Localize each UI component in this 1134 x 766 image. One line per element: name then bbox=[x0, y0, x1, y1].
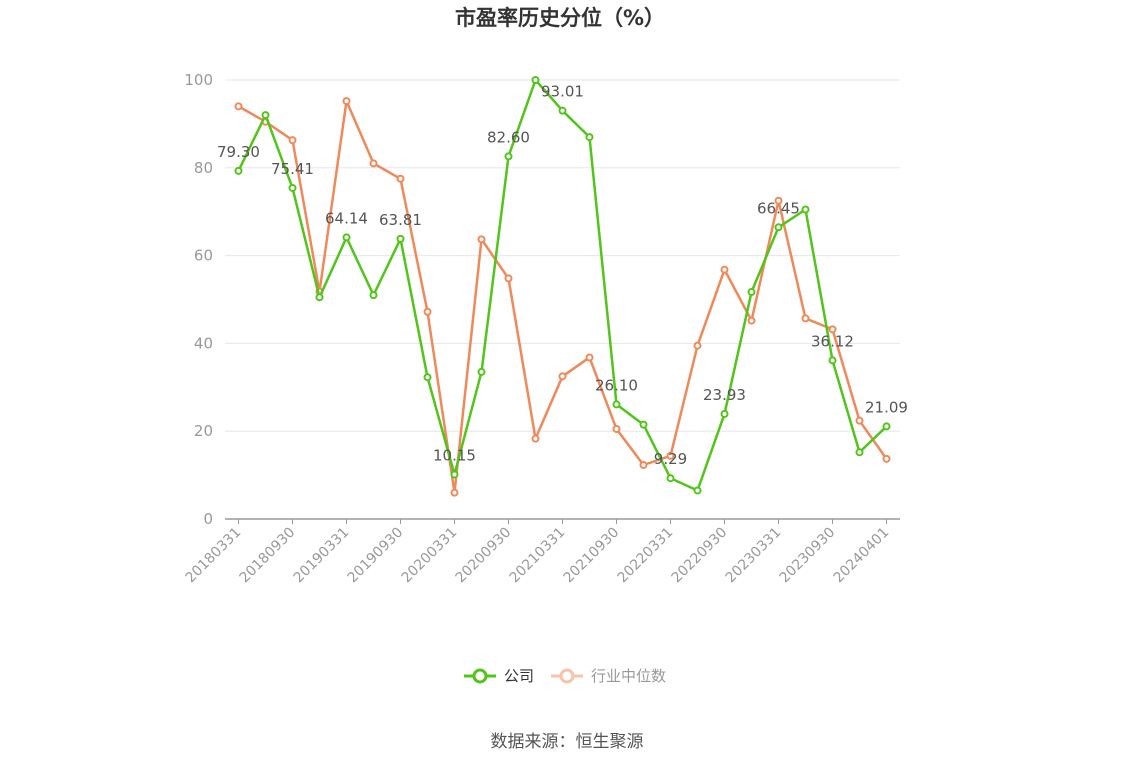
x-axis: 2018033120180930201903312019093020200331… bbox=[183, 518, 900, 587]
data-label: 64.14 bbox=[325, 209, 368, 227]
data-point[interactable] bbox=[720, 265, 729, 274]
data-point[interactable] bbox=[423, 307, 432, 316]
data-point[interactable] bbox=[666, 474, 675, 483]
series-line bbox=[237, 78, 888, 492]
data-point[interactable] bbox=[504, 152, 513, 161]
data-point[interactable] bbox=[774, 196, 783, 205]
x-tick-label: 20230331 bbox=[723, 525, 785, 587]
data-labels: 79.30 75.41 64.14 63.81 10.15 82.60 93.01 26.10… bbox=[217, 83, 908, 469]
chart-title: 市盈率历史分位（%） bbox=[455, 6, 665, 30]
data-point[interactable] bbox=[423, 373, 432, 382]
data-label: 9.29 bbox=[654, 450, 687, 468]
data-point[interactable] bbox=[693, 486, 702, 495]
x-tick-label: 20230930 bbox=[777, 525, 839, 587]
data-point[interactable] bbox=[504, 274, 513, 283]
data-point[interactable] bbox=[342, 233, 351, 242]
data-label: 26.10 bbox=[595, 376, 638, 394]
data-label: 75.41 bbox=[271, 160, 314, 178]
data-point[interactable] bbox=[855, 416, 864, 425]
y-tick-label: 0 bbox=[203, 510, 213, 528]
x-tick-label: 20180331 bbox=[183, 525, 245, 587]
series-company bbox=[234, 76, 891, 495]
data-point[interactable] bbox=[234, 102, 243, 111]
x-tick-label: 20220331 bbox=[615, 525, 677, 587]
data-point[interactable] bbox=[288, 183, 297, 192]
data-point[interactable] bbox=[558, 106, 567, 115]
data-point[interactable] bbox=[477, 367, 486, 376]
legend[interactable]: 公司 行业中位数 bbox=[464, 667, 666, 685]
legend-industry-label: 行业中位数 bbox=[591, 667, 666, 685]
legend-item-company[interactable]: 公司 bbox=[464, 667, 534, 685]
data-point[interactable] bbox=[585, 133, 594, 142]
x-tick-label: 20190331 bbox=[291, 525, 353, 587]
data-point[interactable] bbox=[882, 454, 891, 463]
data-point[interactable] bbox=[828, 325, 837, 334]
data-point[interactable] bbox=[720, 409, 729, 418]
legend-company-label: 公司 bbox=[504, 667, 534, 685]
x-tick-label: 20240401 bbox=[831, 525, 893, 587]
data-point[interactable] bbox=[234, 166, 243, 175]
data-source: 数据来源：恒生聚源 bbox=[491, 732, 644, 752]
y-tick-label: 80 bbox=[194, 159, 213, 177]
data-point[interactable] bbox=[369, 291, 378, 300]
data-point[interactable] bbox=[774, 223, 783, 232]
x-tick-label: 20200331 bbox=[399, 525, 461, 587]
data-point[interactable] bbox=[450, 470, 459, 479]
y-tick-label: 20 bbox=[194, 422, 213, 440]
data-point[interactable] bbox=[882, 422, 891, 431]
series-layer bbox=[234, 76, 891, 497]
data-point[interactable] bbox=[801, 314, 810, 323]
data-label: 82.60 bbox=[487, 128, 530, 146]
data-label: 66.45 bbox=[757, 199, 800, 217]
data-point[interactable] bbox=[639, 420, 648, 429]
data-point[interactable] bbox=[261, 111, 270, 120]
series-line bbox=[237, 99, 888, 494]
data-point[interactable] bbox=[801, 205, 810, 214]
data-label: 93.01 bbox=[541, 83, 584, 101]
data-point[interactable] bbox=[531, 76, 540, 84]
data-label: 23.93 bbox=[703, 386, 746, 404]
data-label: 79.30 bbox=[217, 143, 260, 161]
data-label: 36.12 bbox=[811, 332, 854, 350]
legend-industry-marker bbox=[559, 668, 575, 684]
data-point[interactable] bbox=[855, 448, 864, 457]
data-point[interactable] bbox=[612, 425, 621, 434]
legend-item-industry[interactable]: 行业中位数 bbox=[551, 667, 666, 685]
data-point[interactable] bbox=[396, 234, 405, 243]
y-tick-label: 100 bbox=[184, 71, 213, 89]
data-point[interactable] bbox=[369, 159, 378, 168]
data-point[interactable] bbox=[315, 293, 324, 302]
data-point[interactable] bbox=[342, 97, 351, 106]
data-label: 21.09 bbox=[865, 398, 908, 416]
y-tick-label: 40 bbox=[194, 334, 213, 352]
x-tick-label: 20210331 bbox=[507, 525, 569, 587]
data-point[interactable] bbox=[828, 356, 837, 365]
legend-company-marker bbox=[472, 668, 488, 684]
data-label: 63.81 bbox=[379, 211, 422, 229]
data-point[interactable] bbox=[612, 400, 621, 409]
data-label: 10.15 bbox=[433, 446, 476, 464]
x-tick-label: 20200930 bbox=[453, 525, 515, 587]
data-point[interactable] bbox=[585, 353, 594, 362]
series-industry-median bbox=[234, 97, 891, 497]
y-axis: 0 20 40 60 80 100 bbox=[184, 71, 213, 528]
data-point[interactable] bbox=[558, 372, 567, 381]
data-point[interactable] bbox=[531, 434, 540, 443]
data-point[interactable] bbox=[288, 136, 297, 145]
data-point[interactable] bbox=[693, 341, 702, 350]
x-tick-label: 20210930 bbox=[561, 525, 623, 587]
x-tick-label: 20180930 bbox=[237, 525, 299, 587]
data-point[interactable] bbox=[747, 288, 756, 297]
y-tick-label: 60 bbox=[194, 247, 213, 265]
data-point[interactable] bbox=[477, 235, 486, 244]
x-tick-label: 20190930 bbox=[345, 525, 407, 587]
x-tick-label: 20220930 bbox=[669, 525, 731, 587]
data-point[interactable] bbox=[396, 174, 405, 183]
data-point[interactable] bbox=[639, 461, 648, 470]
data-point[interactable] bbox=[747, 316, 756, 325]
data-point[interactable] bbox=[450, 488, 459, 497]
data-point[interactable] bbox=[666, 451, 675, 460]
